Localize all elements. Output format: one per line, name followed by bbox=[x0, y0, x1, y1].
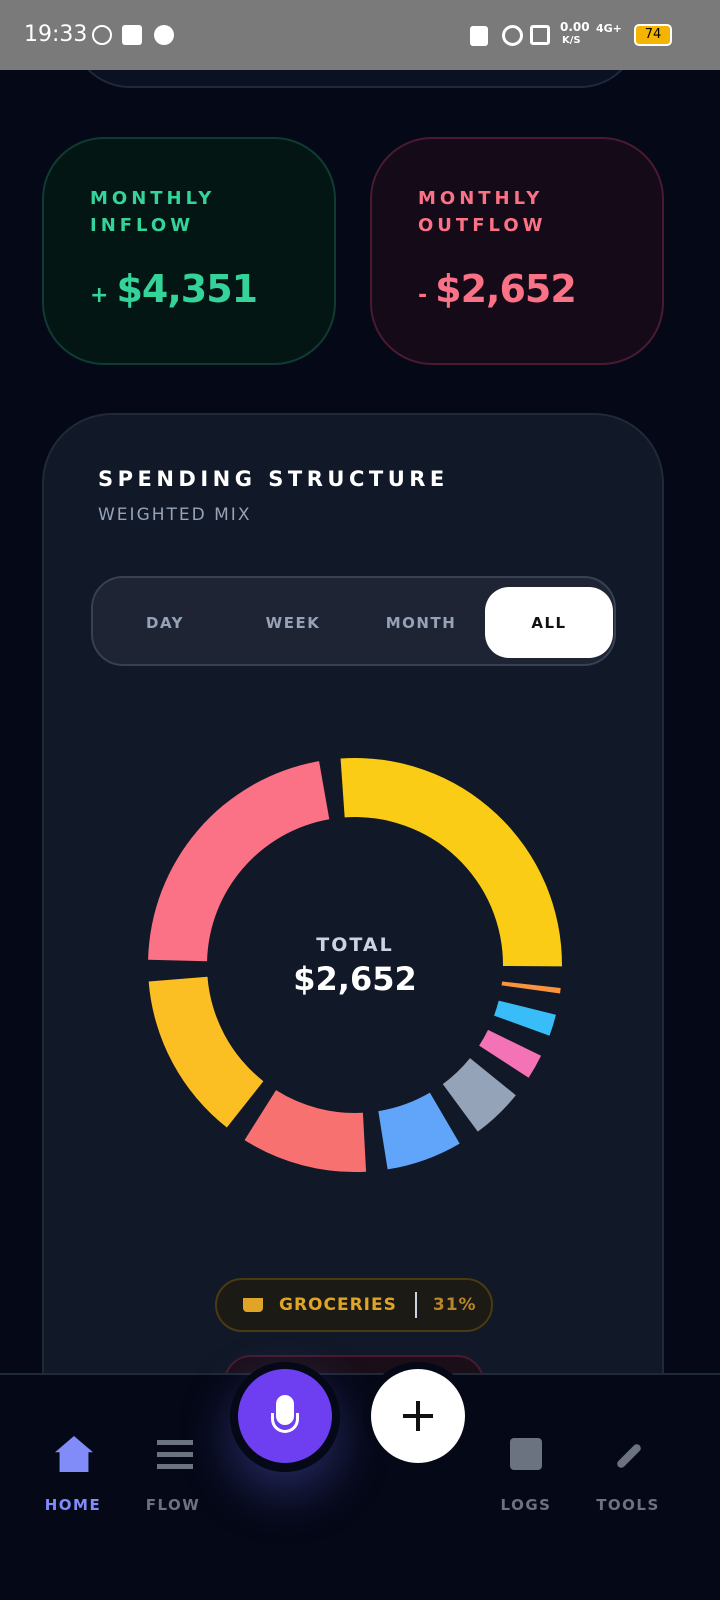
spending-title: SPENDING STRUCTURE bbox=[98, 467, 449, 491]
sign: - bbox=[418, 283, 428, 308]
spending-subtitle: WEIGHTED MIX bbox=[98, 505, 252, 525]
nav-item[interactable]: LOGS bbox=[500, 1496, 552, 1514]
inflow-label: MONTHLY INFLOW bbox=[90, 185, 215, 239]
tab[interactable]: WEEK bbox=[265, 613, 321, 632]
center-label: TOTAL bbox=[316, 934, 393, 956]
outflow-card: MONTHLY OUTFLOW - $2,652 bbox=[370, 137, 664, 365]
donut-chart: TOTAL $2,652 bbox=[148, 758, 562, 1172]
donut-segment bbox=[340, 758, 562, 967]
center-value: $2,652 bbox=[293, 960, 416, 998]
donut-segment bbox=[148, 976, 264, 1128]
outflow-label: MONTHLY OUTFLOW bbox=[418, 185, 546, 239]
donut-segment bbox=[378, 1092, 460, 1170]
donut-segment bbox=[148, 761, 330, 962]
time: 19:33 bbox=[24, 22, 88, 47]
bottom-nav bbox=[0, 1373, 720, 1600]
alarm-icon bbox=[502, 25, 523, 46]
vibrate-icon bbox=[470, 26, 488, 46]
add-button[interactable] bbox=[371, 1369, 465, 1463]
divider bbox=[414, 1292, 417, 1318]
donut-segment bbox=[244, 1090, 367, 1172]
label: OUTFLOW bbox=[418, 215, 547, 236]
tab[interactable]: MONTH bbox=[385, 613, 457, 632]
nav-item[interactable]: TOOLS bbox=[596, 1496, 660, 1514]
speed-unit: K/S bbox=[562, 35, 581, 46]
logs-icon bbox=[510, 1438, 542, 1470]
nfc-icon bbox=[530, 25, 550, 45]
outflow-amount: - $2,652 bbox=[418, 267, 577, 311]
plus-icon bbox=[416, 1401, 420, 1431]
donut-segment bbox=[494, 1000, 556, 1036]
label: MONTHLY bbox=[418, 188, 544, 209]
battery: 74 bbox=[634, 24, 672, 46]
speed: 0.00 bbox=[560, 20, 590, 34]
nav-item[interactable]: FLOW bbox=[145, 1496, 201, 1514]
chip-percent: 31% bbox=[432, 1295, 477, 1315]
mic-button[interactable] bbox=[238, 1369, 332, 1463]
chip-label: GROCERIES bbox=[279, 1295, 397, 1315]
basket-icon bbox=[243, 1298, 263, 1312]
donut-segment bbox=[501, 981, 561, 994]
category-chip[interactable]: GROCERIES 31% bbox=[215, 1278, 493, 1332]
network: 4G+ bbox=[596, 22, 622, 35]
inflow-card: MONTHLY INFLOW + $4,351 bbox=[42, 137, 336, 365]
sign: + bbox=[90, 283, 109, 308]
linkedin-icon bbox=[122, 25, 142, 45]
spending-card: SPENDING STRUCTURE WEIGHTED MIX DAY WEEK M… bbox=[42, 413, 664, 1473]
whatsapp-icon bbox=[92, 25, 112, 45]
period-tabs: DAY WEEK MONTH ALL bbox=[91, 576, 616, 666]
amount: $2,652 bbox=[435, 267, 577, 311]
tab[interactable]: DAY bbox=[146, 613, 184, 632]
flow-icon bbox=[157, 1440, 193, 1470]
status-bar: 19:33 0.00 K/S 4G+ 74 bbox=[0, 0, 720, 70]
donut-segment bbox=[442, 1058, 516, 1132]
amount: $4,351 bbox=[116, 267, 258, 311]
mic-icon bbox=[271, 1413, 299, 1433]
label: INFLOW bbox=[90, 215, 195, 236]
label: MONTHLY bbox=[90, 188, 216, 209]
nav-item[interactable]: HOME bbox=[44, 1496, 102, 1514]
app-icon bbox=[154, 25, 174, 45]
inflow-amount: + $4,351 bbox=[90, 267, 258, 311]
donut-segment bbox=[479, 1029, 542, 1078]
tab[interactable]: ALL bbox=[485, 587, 613, 658]
